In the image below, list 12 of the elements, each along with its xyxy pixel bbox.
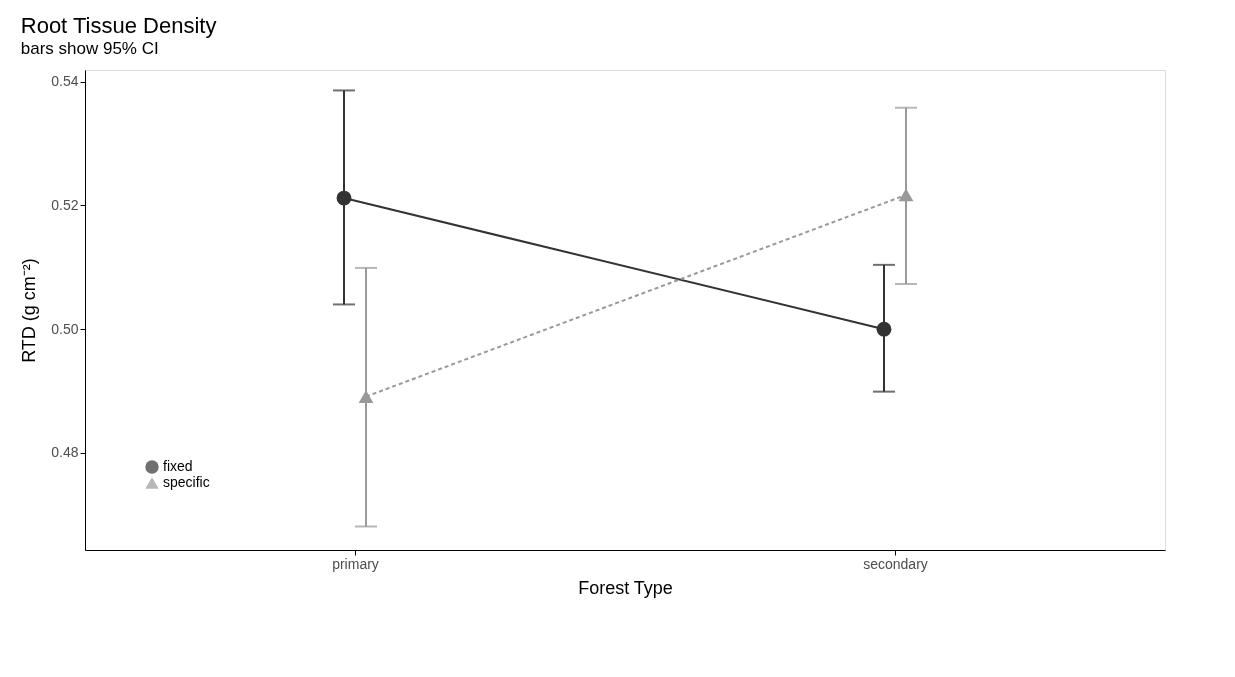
y-axis-title: RTD (g cm⁻²) — [19, 258, 40, 363]
chart-subtitle: bars show 95% CI — [20, 39, 159, 58]
chart-title: Root Tissue Density — [20, 13, 217, 38]
x-tick-label: secondary — [863, 555, 928, 572]
x-tick-label: primary — [332, 555, 379, 572]
y-tick-label: 0.52 — [51, 196, 79, 213]
y-tick-label: 0.50 — [51, 320, 79, 337]
legend-label: specific — [163, 474, 210, 490]
y-tick-label: 0.54 — [51, 73, 79, 90]
x-axis-title: Forest Type — [578, 577, 673, 598]
legend-label: fixed — [163, 458, 193, 474]
y-tick-label: 0.48 — [51, 444, 79, 461]
